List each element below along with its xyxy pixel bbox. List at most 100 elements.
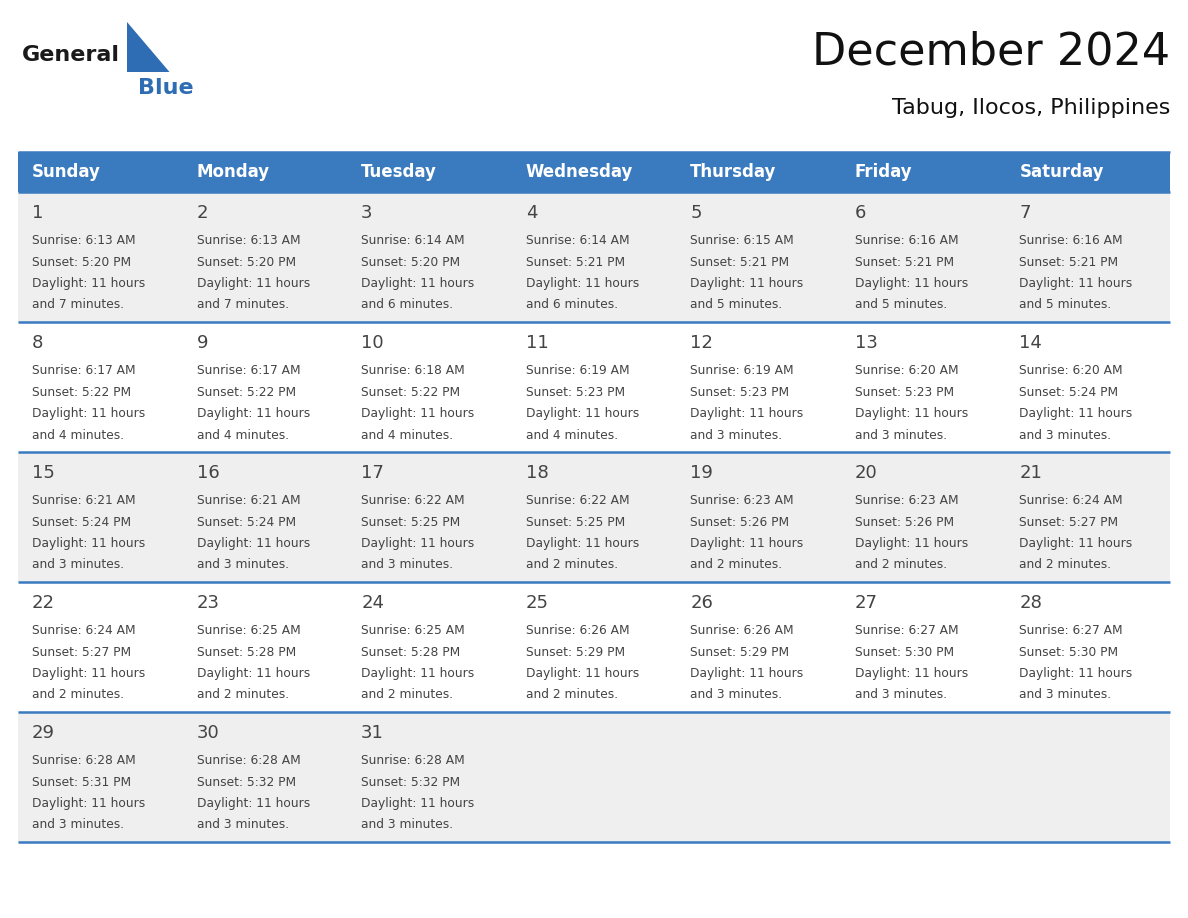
Text: Daylight: 11 hours: Daylight: 11 hours (1019, 537, 1132, 550)
Text: 11: 11 (526, 334, 549, 352)
Text: Thursday: Thursday (690, 163, 777, 181)
Text: Daylight: 11 hours: Daylight: 11 hours (32, 277, 145, 290)
Text: 24: 24 (361, 594, 384, 612)
Text: and 4 minutes.: and 4 minutes. (361, 429, 454, 442)
Text: Sunset: 5:32 PM: Sunset: 5:32 PM (196, 776, 296, 789)
Text: 27: 27 (855, 594, 878, 612)
Bar (18, 582, 1170, 712)
Text: Tuesday: Tuesday (361, 163, 437, 181)
Text: and 4 minutes.: and 4 minutes. (32, 429, 124, 442)
Text: Monday: Monday (196, 163, 270, 181)
Text: Daylight: 11 hours: Daylight: 11 hours (1019, 277, 1132, 290)
Text: 28: 28 (1019, 594, 1042, 612)
Text: and 2 minutes.: and 2 minutes. (690, 558, 783, 572)
Text: and 3 minutes.: and 3 minutes. (32, 819, 124, 832)
Text: 22: 22 (32, 594, 55, 612)
Text: Daylight: 11 hours: Daylight: 11 hours (361, 537, 474, 550)
Text: and 5 minutes.: and 5 minutes. (690, 298, 783, 311)
Text: and 2 minutes.: and 2 minutes. (855, 558, 947, 572)
Text: Daylight: 11 hours: Daylight: 11 hours (196, 407, 310, 420)
Text: Sunrise: 6:25 AM: Sunrise: 6:25 AM (196, 624, 301, 637)
Text: 26: 26 (690, 594, 713, 612)
Text: Daylight: 11 hours: Daylight: 11 hours (361, 797, 474, 810)
Text: and 6 minutes.: and 6 minutes. (526, 298, 618, 311)
Text: Sunset: 5:21 PM: Sunset: 5:21 PM (1019, 255, 1119, 268)
Text: Daylight: 11 hours: Daylight: 11 hours (526, 407, 639, 420)
Text: 10: 10 (361, 334, 384, 352)
Text: and 3 minutes.: and 3 minutes. (361, 558, 454, 572)
Text: Saturday: Saturday (1019, 163, 1104, 181)
Text: and 3 minutes.: and 3 minutes. (690, 429, 783, 442)
Text: and 3 minutes.: and 3 minutes. (1019, 429, 1112, 442)
Text: Sunrise: 6:23 AM: Sunrise: 6:23 AM (690, 494, 794, 507)
Text: December 2024: December 2024 (811, 30, 1170, 73)
Text: Sunset: 5:26 PM: Sunset: 5:26 PM (690, 516, 789, 529)
Bar (18, 192, 1170, 322)
Text: Sunrise: 6:14 AM: Sunrise: 6:14 AM (361, 234, 465, 247)
Text: Daylight: 11 hours: Daylight: 11 hours (526, 537, 639, 550)
Text: Daylight: 11 hours: Daylight: 11 hours (1019, 667, 1132, 680)
Text: Sunrise: 6:16 AM: Sunrise: 6:16 AM (1019, 234, 1123, 247)
Text: General: General (23, 45, 120, 65)
Text: Friday: Friday (855, 163, 912, 181)
Text: 1: 1 (32, 204, 44, 222)
Text: Daylight: 11 hours: Daylight: 11 hours (526, 277, 639, 290)
Bar (18, 152, 1170, 192)
Text: Sunset: 5:23 PM: Sunset: 5:23 PM (690, 386, 789, 398)
Text: Sunset: 5:29 PM: Sunset: 5:29 PM (690, 645, 789, 658)
Text: 18: 18 (526, 464, 549, 482)
Text: and 7 minutes.: and 7 minutes. (196, 298, 289, 311)
Text: Daylight: 11 hours: Daylight: 11 hours (196, 537, 310, 550)
Text: and 3 minutes.: and 3 minutes. (690, 688, 783, 701)
Text: Sunrise: 6:27 AM: Sunrise: 6:27 AM (855, 624, 959, 637)
Text: 3: 3 (361, 204, 373, 222)
Polygon shape (127, 22, 170, 72)
Text: and 3 minutes.: and 3 minutes. (196, 558, 289, 572)
Text: Sunrise: 6:17 AM: Sunrise: 6:17 AM (32, 364, 135, 377)
Text: Sunset: 5:22 PM: Sunset: 5:22 PM (196, 386, 296, 398)
Text: and 2 minutes.: and 2 minutes. (196, 688, 289, 701)
Text: Sunset: 5:25 PM: Sunset: 5:25 PM (526, 516, 625, 529)
Text: and 2 minutes.: and 2 minutes. (526, 688, 618, 701)
Text: Sunset: 5:21 PM: Sunset: 5:21 PM (690, 255, 789, 268)
Text: Sunrise: 6:27 AM: Sunrise: 6:27 AM (1019, 624, 1123, 637)
Text: Daylight: 11 hours: Daylight: 11 hours (690, 667, 803, 680)
Text: 23: 23 (196, 594, 220, 612)
Text: Sunset: 5:27 PM: Sunset: 5:27 PM (32, 645, 131, 658)
Text: and 5 minutes.: and 5 minutes. (1019, 298, 1112, 311)
Text: 6: 6 (855, 204, 866, 222)
Text: 21: 21 (1019, 464, 1042, 482)
Text: Daylight: 11 hours: Daylight: 11 hours (196, 667, 310, 680)
Text: Daylight: 11 hours: Daylight: 11 hours (526, 667, 639, 680)
Text: and 2 minutes.: and 2 minutes. (32, 688, 124, 701)
Text: Sunset: 5:23 PM: Sunset: 5:23 PM (855, 386, 954, 398)
Text: Sunset: 5:22 PM: Sunset: 5:22 PM (32, 386, 131, 398)
Text: Sunrise: 6:18 AM: Sunrise: 6:18 AM (361, 364, 465, 377)
Text: Sunrise: 6:25 AM: Sunrise: 6:25 AM (361, 624, 465, 637)
Text: 20: 20 (855, 464, 878, 482)
Text: Daylight: 11 hours: Daylight: 11 hours (32, 537, 145, 550)
Text: 2: 2 (196, 204, 208, 222)
Text: Daylight: 11 hours: Daylight: 11 hours (32, 667, 145, 680)
Text: Wednesday: Wednesday (526, 163, 633, 181)
Text: Sunrise: 6:13 AM: Sunrise: 6:13 AM (196, 234, 301, 247)
Text: Sunset: 5:30 PM: Sunset: 5:30 PM (1019, 645, 1119, 658)
Text: and 3 minutes.: and 3 minutes. (1019, 688, 1112, 701)
Text: Sunrise: 6:24 AM: Sunrise: 6:24 AM (1019, 494, 1123, 507)
Text: Daylight: 11 hours: Daylight: 11 hours (361, 277, 474, 290)
Text: Sunset: 5:21 PM: Sunset: 5:21 PM (855, 255, 954, 268)
Text: 17: 17 (361, 464, 384, 482)
Text: 30: 30 (196, 724, 220, 742)
Text: 19: 19 (690, 464, 713, 482)
Text: Sunset: 5:32 PM: Sunset: 5:32 PM (361, 776, 460, 789)
Text: Daylight: 11 hours: Daylight: 11 hours (196, 277, 310, 290)
Text: 13: 13 (855, 334, 878, 352)
Text: Sunset: 5:24 PM: Sunset: 5:24 PM (32, 516, 131, 529)
Text: Sunrise: 6:21 AM: Sunrise: 6:21 AM (32, 494, 135, 507)
Text: Sunrise: 6:15 AM: Sunrise: 6:15 AM (690, 234, 794, 247)
Text: Daylight: 11 hours: Daylight: 11 hours (690, 277, 803, 290)
Text: Sunrise: 6:28 AM: Sunrise: 6:28 AM (361, 754, 465, 767)
Text: Daylight: 11 hours: Daylight: 11 hours (32, 407, 145, 420)
Text: Sunset: 5:22 PM: Sunset: 5:22 PM (361, 386, 460, 398)
Bar (18, 452, 1170, 582)
